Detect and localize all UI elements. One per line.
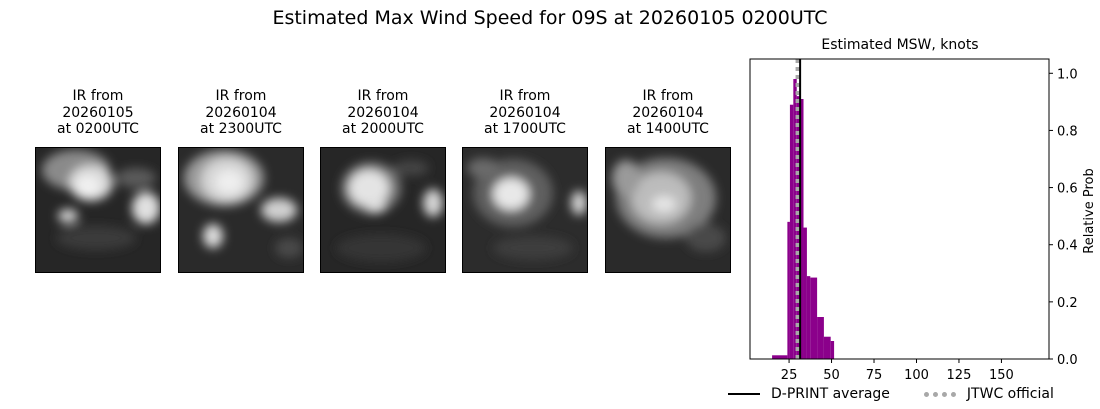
histogram-bar-10 xyxy=(824,337,831,359)
x-tick-label: 100 xyxy=(904,368,929,383)
y-tick-label: 1.0 xyxy=(1057,67,1078,82)
legend-label-dprint: D-PRINT average xyxy=(771,386,890,402)
x-tick-label: 25 xyxy=(781,368,798,383)
y-tick-label: 0.4 xyxy=(1057,239,1078,254)
x-tick-label: 75 xyxy=(866,368,883,383)
legend-swatch-solid xyxy=(728,393,760,395)
x-tick-label: 50 xyxy=(823,368,840,383)
chart-legend: D-PRINT average JTWC official xyxy=(728,386,1054,402)
legend-item-dprint: D-PRINT average xyxy=(728,386,890,402)
y-tick-label: 0.0 xyxy=(1057,353,1078,368)
y-tick-label: 0.2 xyxy=(1057,296,1078,311)
y-tick-label: 0.8 xyxy=(1057,124,1078,139)
x-tick-label: 125 xyxy=(947,368,972,383)
x-tick-label: 150 xyxy=(989,368,1014,383)
histogram-bar-0 xyxy=(772,355,787,359)
histogram-bar-9 xyxy=(817,317,824,359)
histogram-bar-7 xyxy=(807,276,810,359)
legend-swatch-dotted xyxy=(924,392,956,397)
histogram-bar-6 xyxy=(804,228,807,359)
histogram-bars xyxy=(772,79,834,359)
histogram-bar-11 xyxy=(831,341,834,359)
axis-ticks: 25 50 75 100 125 150 0.0 0.2 0.4 0.6 0.8 1.0 xyxy=(781,67,1078,383)
y-tick-label: 0.6 xyxy=(1057,182,1078,197)
histogram-bar-1 xyxy=(787,222,790,359)
histogram-bar-2 xyxy=(790,105,793,359)
histogram-bar-8 xyxy=(810,278,817,359)
legend-item-jtwc: JTWC official xyxy=(924,386,1054,402)
y-axis-label: Relative Prob xyxy=(1082,168,1097,253)
legend-label-jtwc: JTWC official xyxy=(967,386,1054,402)
